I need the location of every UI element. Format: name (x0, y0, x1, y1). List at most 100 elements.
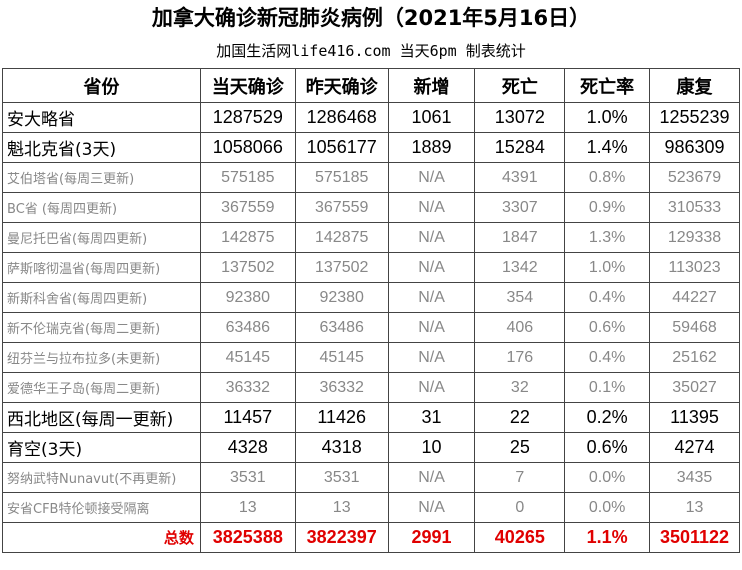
value-cell: 15284 (474, 132, 566, 163)
value-cell: 92380 (199, 282, 296, 313)
value-cell: 3435 (649, 462, 740, 493)
value-cell: 4391 (474, 162, 566, 193)
value-cell: 113023 (649, 252, 740, 283)
value-cell: 0.2% (564, 402, 651, 433)
value-cell: 1.0% (564, 252, 651, 283)
value-cell: 45145 (199, 342, 296, 373)
value-cell: 986309 (649, 132, 740, 163)
table-row: 新斯科舍省(每周四更新) 92380 92380 N/A 354 0.4% 44227 (2, 282, 740, 313)
value-cell: 1.4% (564, 132, 651, 163)
value-cell: 63486 (199, 312, 296, 343)
value-cell: 367559 (199, 192, 296, 223)
value-cell: N/A (387, 192, 476, 223)
value-cell: 0.0% (564, 492, 651, 523)
value-cell: N/A (387, 252, 476, 283)
value-cell: 1287529 (199, 102, 296, 133)
value-cell: 0.6% (564, 432, 651, 463)
value-cell: 13 (199, 492, 296, 523)
value-cell: 1889 (387, 132, 476, 163)
value-cell: 310533 (649, 192, 740, 223)
value-cell: 45145 (294, 342, 389, 373)
value-cell: 10 (387, 432, 476, 463)
column-header: 昨天确诊 (294, 68, 389, 103)
province-cell: 努纳武特Nunavut(不再更新) (2, 462, 201, 493)
value-cell: 0.0% (564, 462, 651, 493)
value-cell: 575185 (199, 162, 296, 193)
subtitle: 加国生活网life416.com 当天6pm 制表统计 (216, 42, 526, 60)
value-cell: 4318 (294, 432, 389, 463)
value-cell: 142875 (294, 222, 389, 253)
value-cell: 3307 (474, 192, 566, 223)
value-cell: 4328 (199, 432, 296, 463)
value-cell: 1058066 (199, 132, 296, 163)
value-cell: 575185 (294, 162, 389, 193)
value-cell: 25162 (649, 342, 740, 373)
table-row: 萨斯喀彻温省(每周四更新) 137502 137502 N/A 1342 1.0% 1130… (2, 252, 740, 283)
value-cell: 4274 (649, 432, 740, 463)
table-row: 魁北克省(3天) 1058066 1056177 1889 15284 1.4% 98630… (2, 132, 740, 163)
table-row: 努纳武特Nunavut(不再更新) 3531 3531 N/A 7 0.0% 3435 (2, 462, 740, 493)
province-cell: 艾伯塔省(每周三更新) (2, 162, 201, 193)
value-cell: 1.3% (564, 222, 651, 253)
value-cell: 36332 (199, 372, 296, 403)
value-cell: 0.4% (564, 342, 651, 373)
value-cell: 92380 (294, 282, 389, 313)
value-cell: 44227 (649, 282, 740, 313)
value-cell: N/A (387, 282, 476, 313)
table-row: 西北地区(每周一更新) 11457 11426 31 22 0.2% 11395 (2, 402, 740, 433)
value-cell: 11395 (649, 402, 740, 433)
value-cell: N/A (387, 222, 476, 253)
province-cell: BC省 (每周四更新) (2, 192, 201, 223)
province-cell: 安大略省 (2, 102, 201, 133)
value-cell: 1342 (474, 252, 566, 283)
header-row: 省份 当天确诊 昨天确诊 新增 死亡 死亡率 康复 (2, 68, 740, 103)
value-cell: 0.9% (564, 192, 651, 223)
value-cell: 0.1% (564, 372, 651, 403)
value-cell: 36332 (294, 372, 389, 403)
column-header: 死亡率 (564, 68, 651, 103)
value-cell: 176 (474, 342, 566, 373)
value-cell: 129338 (649, 222, 740, 253)
value-cell: 7 (474, 462, 566, 493)
value-cell: 35027 (649, 372, 740, 403)
province-cell: 育空(3天) (2, 432, 201, 463)
column-header: 新增 (387, 68, 476, 103)
table-row: BC省 (每周四更新) 367559 367559 N/A 3307 0.9% 310533 (2, 192, 740, 223)
value-cell: 142875 (199, 222, 296, 253)
table-row: 纽芬兰与拉布拉多(未更新) 45145 45145 N/A 176 0.4% 25162 (2, 342, 740, 373)
province-cell: 西北地区(每周一更新) (2, 402, 201, 433)
province-cell: 总数 (2, 522, 201, 553)
value-cell: 13 (649, 492, 740, 523)
table-row: 安大略省 1287529 1286468 1061 13072 1.0% 1255239 (2, 102, 740, 133)
province-cell: 新不伦瑞克省(每周二更新) (2, 312, 201, 343)
value-cell: 59468 (649, 312, 740, 343)
title: 加拿大确诊新冠肺炎病例（2021年5月16日） (151, 6, 591, 30)
table-row: 总数 3825388 3822397 2991 40265 1.1% 3501122 (2, 522, 740, 553)
value-cell: 13072 (474, 102, 566, 133)
value-cell: 354 (474, 282, 566, 313)
value-cell: 137502 (294, 252, 389, 283)
value-cell: N/A (387, 372, 476, 403)
table-row: 新不伦瑞克省(每周二更新) 63486 63486 N/A 406 0.6% 59468 (2, 312, 740, 343)
province-cell: 曼尼托巴省(每周四更新) (2, 222, 201, 253)
value-cell: N/A (387, 462, 476, 493)
value-cell: 523679 (649, 162, 740, 193)
value-cell: 40265 (474, 522, 566, 553)
table-row: 安省CFB特伦顿接受隔离 13 13 N/A 0 0.0% 13 (2, 492, 740, 523)
value-cell: 1061 (387, 102, 476, 133)
value-cell: 11457 (199, 402, 296, 433)
value-cell: 1286468 (294, 102, 389, 133)
value-cell: 63486 (294, 312, 389, 343)
value-cell: 1.1% (564, 522, 651, 553)
province-cell: 萨斯喀彻温省(每周四更新) (2, 252, 201, 283)
value-cell: 1847 (474, 222, 566, 253)
column-header: 死亡 (474, 68, 566, 103)
column-header: 当天确诊 (199, 68, 296, 103)
value-cell: N/A (387, 312, 476, 343)
value-cell: N/A (387, 162, 476, 193)
value-cell: 137502 (199, 252, 296, 283)
value-cell: 3822397 (294, 522, 389, 553)
table-row: 育空(3天) 4328 4318 10 25 0.6% 4274 (2, 432, 740, 463)
value-cell: 367559 (294, 192, 389, 223)
value-cell: 1056177 (294, 132, 389, 163)
